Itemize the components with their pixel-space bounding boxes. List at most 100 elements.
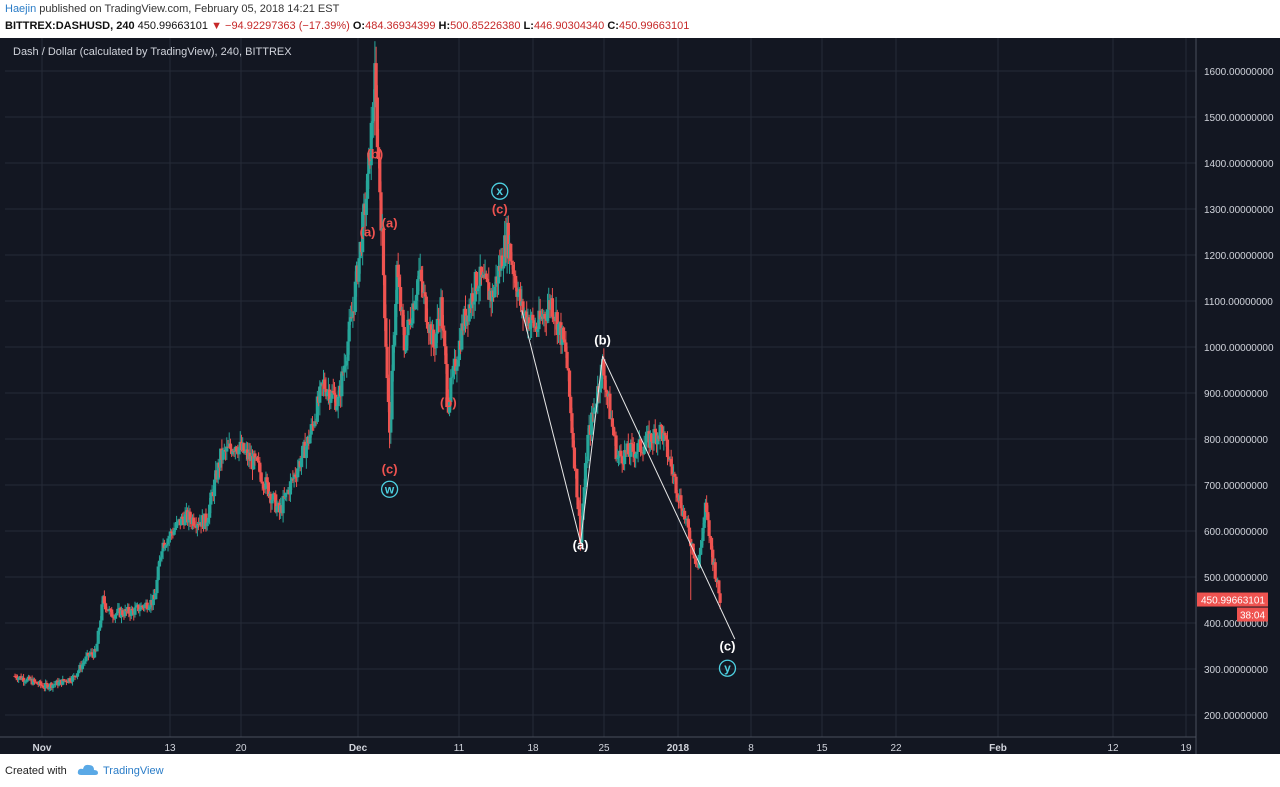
candle-body: [351, 311, 355, 318]
candle-body: [411, 303, 415, 324]
candle-body: [706, 512, 710, 521]
candle-body: [237, 447, 241, 455]
candle-body: [168, 531, 173, 537]
candle-body: [138, 609, 142, 612]
candle-body: [550, 298, 555, 317]
candle-body: [511, 264, 515, 275]
bar-countdown-label: 38:04: [1240, 611, 1265, 622]
candle-body: [692, 554, 697, 559]
candle-body: [487, 282, 491, 300]
candle-body: [81, 662, 86, 665]
candle-body: [212, 479, 217, 497]
candle-body: [402, 326, 406, 351]
candle-body: [192, 517, 196, 526]
candle-body: [334, 394, 338, 410]
y-tick-label: 800.00000000: [1204, 435, 1268, 446]
candle-body: [14, 675, 18, 679]
candle-body: [231, 451, 235, 455]
candle-body: [188, 511, 192, 520]
candle-body: [242, 443, 246, 453]
candle-body: [612, 426, 616, 436]
candle-body: [42, 687, 46, 689]
wave-label: (b): [594, 333, 611, 348]
candle-body: [450, 376, 454, 378]
candle-body: [173, 527, 177, 531]
candle-body: [421, 281, 425, 293]
tradingview-link[interactable]: TradingView: [103, 765, 164, 777]
candle-body: [642, 446, 646, 454]
candle-body: [274, 494, 278, 513]
candle-body: [378, 158, 382, 193]
candle-body: [257, 460, 261, 463]
candle-body: [100, 604, 104, 621]
wave-label-circle: [491, 182, 509, 200]
close-label: C:: [607, 20, 619, 32]
candle-body: [509, 243, 513, 261]
candle-body: [46, 684, 50, 689]
candle-body: [308, 434, 312, 444]
chart-area[interactable]: 200.00000000 300.00000000 400.00000000 500.…: [0, 38, 1280, 754]
x-tick-label: 11: [454, 743, 465, 754]
candle-body: [673, 473, 677, 477]
candle-body: [658, 424, 662, 439]
candle-body: [39, 681, 43, 686]
candle-body: [694, 558, 698, 564]
candle-body: [304, 445, 308, 458]
candle-body: [35, 681, 39, 684]
candle-body: [232, 451, 236, 453]
candle-body: [47, 687, 51, 689]
wave-label: w: [384, 482, 395, 496]
wave-trend-line: [580, 356, 604, 543]
x-tick-label: Feb: [989, 743, 1007, 754]
candle-body: [603, 375, 607, 390]
candle-body: [204, 513, 208, 527]
candle-body: [88, 654, 92, 656]
candle-body: [663, 432, 667, 436]
candle-body: [665, 439, 670, 458]
wave-trend-line: [521, 310, 582, 543]
candle-body: [95, 643, 99, 652]
candle-body: [506, 222, 510, 259]
candle-body: [228, 443, 233, 449]
candle-body: [346, 341, 350, 361]
candle-body: [592, 407, 596, 414]
candle-body: [197, 524, 201, 526]
candle-body: [156, 566, 160, 580]
candle-body: [645, 433, 649, 443]
candle-body: [496, 265, 501, 284]
candle-body: [31, 679, 35, 685]
candle-body: [328, 389, 332, 403]
candle-body: [707, 520, 711, 537]
candle-body: [73, 675, 77, 677]
candle-body: [516, 291, 520, 297]
candle-body: [174, 521, 179, 528]
publish-info: Haejin published on TradingView.com, Feb…: [5, 3, 339, 15]
wave-label: (a): [382, 215, 398, 230]
candle-body: [501, 266, 506, 269]
candle-body: [532, 320, 536, 328]
candle-body: [493, 286, 497, 297]
candle-body: [151, 594, 155, 606]
price-chart[interactable]: 200.00000000 300.00000000 400.00000000 500.…: [0, 38, 1280, 754]
candle-body: [424, 296, 428, 322]
candle-body: [348, 317, 353, 322]
author-link[interactable]: Haejin: [5, 3, 37, 15]
candle-body: [649, 433, 654, 442]
candle-body: [64, 680, 69, 682]
candle-body: [357, 258, 361, 282]
candle-body: [369, 122, 373, 166]
candle-body: [686, 518, 690, 528]
candle-body: [444, 346, 448, 365]
candle-body: [565, 351, 569, 369]
candle-body: [405, 335, 409, 351]
candle-body: [536, 329, 540, 332]
candle-body: [460, 323, 464, 350]
candle-body: [329, 398, 333, 403]
candle-body: [675, 493, 679, 498]
candle-body: [350, 317, 354, 319]
footer-bar: Created with TradingView: [0, 754, 1280, 787]
candle-body: [518, 289, 523, 306]
candle-body: [521, 301, 525, 316]
candle-body: [292, 474, 296, 479]
candle-body: [538, 310, 542, 320]
